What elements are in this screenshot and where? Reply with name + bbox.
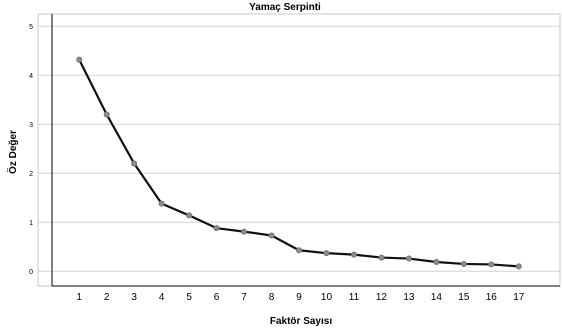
y-tick-label: 5 (29, 24, 33, 31)
x-tick-label: 6 (214, 292, 220, 303)
data-point (241, 228, 248, 235)
x-tick-label: 17 (513, 292, 525, 303)
x-tick-label: 13 (403, 292, 415, 303)
x-tick-label: 9 (296, 292, 302, 303)
eigenvalue-points (76, 56, 522, 270)
data-point (158, 200, 165, 207)
y-tick-label: 3 (29, 122, 33, 129)
x-tick-label: 8 (269, 292, 275, 303)
y-tick-label: 2 (29, 171, 33, 178)
data-point (76, 56, 83, 63)
x-axis-label: Faktör Sayısı (270, 316, 332, 327)
x-tick-label: 4 (159, 292, 165, 303)
data-point (295, 247, 302, 254)
x-tick-label: 11 (349, 292, 360, 303)
y-tick-label: 4 (29, 73, 33, 80)
x-tick-label: 12 (376, 292, 388, 303)
x-tick-label: 3 (131, 292, 137, 303)
chart-title: Yamaç Serpinti (249, 2, 321, 13)
data-point (350, 251, 357, 258)
data-point (515, 263, 522, 270)
eigenvalue-line (78, 59, 519, 268)
x-tick-label: 15 (458, 292, 470, 303)
x-tick-label: 2 (104, 292, 110, 303)
x-tick-label: 10 (321, 292, 333, 303)
y-tick-label: 0 (29, 269, 33, 276)
data-point (268, 232, 275, 239)
y-tick-labels: 0 1 2 3 4 5 (29, 24, 33, 276)
y-axis-label: Öz Değer (6, 130, 19, 174)
data-point (488, 261, 495, 268)
data-point (323, 250, 330, 257)
x-tick-label: 1 (76, 292, 82, 303)
x-tick-label: 5 (186, 292, 192, 303)
plot-frame (37, 13, 561, 287)
data-point (433, 258, 440, 265)
x-tick-label: 16 (486, 292, 498, 303)
data-point (378, 254, 385, 261)
x-tick-label: 7 (241, 292, 247, 303)
data-point (405, 255, 412, 262)
data-point (103, 111, 110, 118)
data-point (213, 225, 220, 232)
axes (51, 14, 560, 287)
gridlines (38, 25, 560, 272)
y-tick-label: 1 (29, 220, 33, 227)
x-tick-label: 14 (431, 292, 443, 303)
data-point (186, 212, 193, 219)
x-tick-labels: 1 2 3 4 5 6 7 8 9 10 11 12 13 14 15 16 17 (76, 292, 524, 303)
data-point (460, 260, 467, 267)
data-point (131, 160, 138, 167)
